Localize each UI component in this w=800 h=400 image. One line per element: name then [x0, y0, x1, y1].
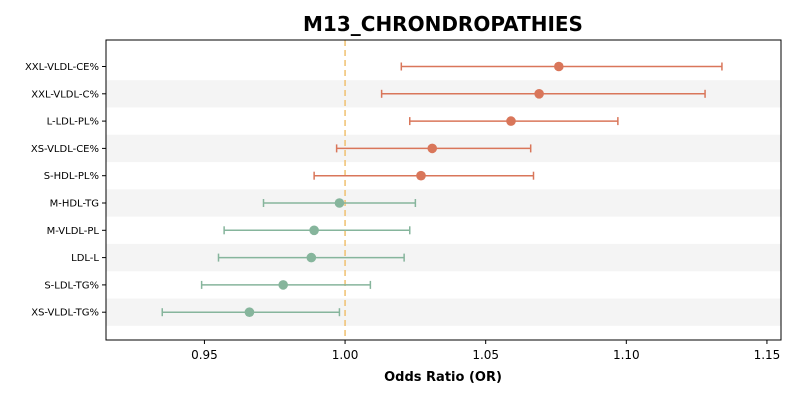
or-point: [427, 143, 438, 154]
row-band: [106, 243, 781, 272]
or-point: [554, 61, 564, 72]
y-tick-label: XXL-VLDL-C%: [31, 89, 99, 100]
or-point: [334, 198, 345, 208]
y-tick-label: XS-VLDL-CE%: [31, 144, 99, 155]
or-point: [506, 116, 516, 126]
x-tick-label: 1.15: [754, 348, 781, 362]
row-bands: [106, 80, 781, 326]
y-tick-label: M-VLDL-PL: [47, 226, 100, 237]
chart-title: M13_CHRONDROPATHIES: [303, 12, 583, 36]
y-tick-label: XXL-VLDL-CE%: [25, 62, 99, 73]
x-axis-label: Odds Ratio (OR): [384, 370, 502, 385]
y-tick-label: LDL-L: [71, 253, 99, 264]
or-point: [534, 89, 544, 99]
or-point: [278, 280, 288, 290]
y-tick-label: L-LDL-PL%: [47, 117, 99, 128]
y-tick-label: S-LDL-TG%: [44, 280, 99, 291]
or-point: [416, 170, 426, 181]
row-band: [106, 189, 781, 217]
or-point: [244, 307, 255, 318]
plot-frame: [105, 39, 782, 341]
y-tick-label: XS-VLDL-TG%: [31, 308, 99, 319]
x-axis: 0.95 1.00 1.05 1.10 1.15: [191, 340, 780, 362]
x-tick-label: 1.05: [472, 348, 499, 362]
or-point: [306, 252, 317, 263]
x-tick-label: 1.00: [332, 348, 359, 362]
y-tick-label: S-HDL-PL%: [44, 171, 99, 182]
or-point: [309, 225, 319, 236]
series-marks: [161, 61, 723, 318]
y-axis: XXL-VLDL-CE% XXL-VLDL-C% L-LDL-PL% XS-VLDL-…: [25, 62, 106, 319]
x-tick-label: 1.10: [613, 348, 640, 362]
x-tick-label: 0.95: [191, 348, 218, 362]
y-tick-label: M-HDL-TG: [50, 199, 99, 210]
